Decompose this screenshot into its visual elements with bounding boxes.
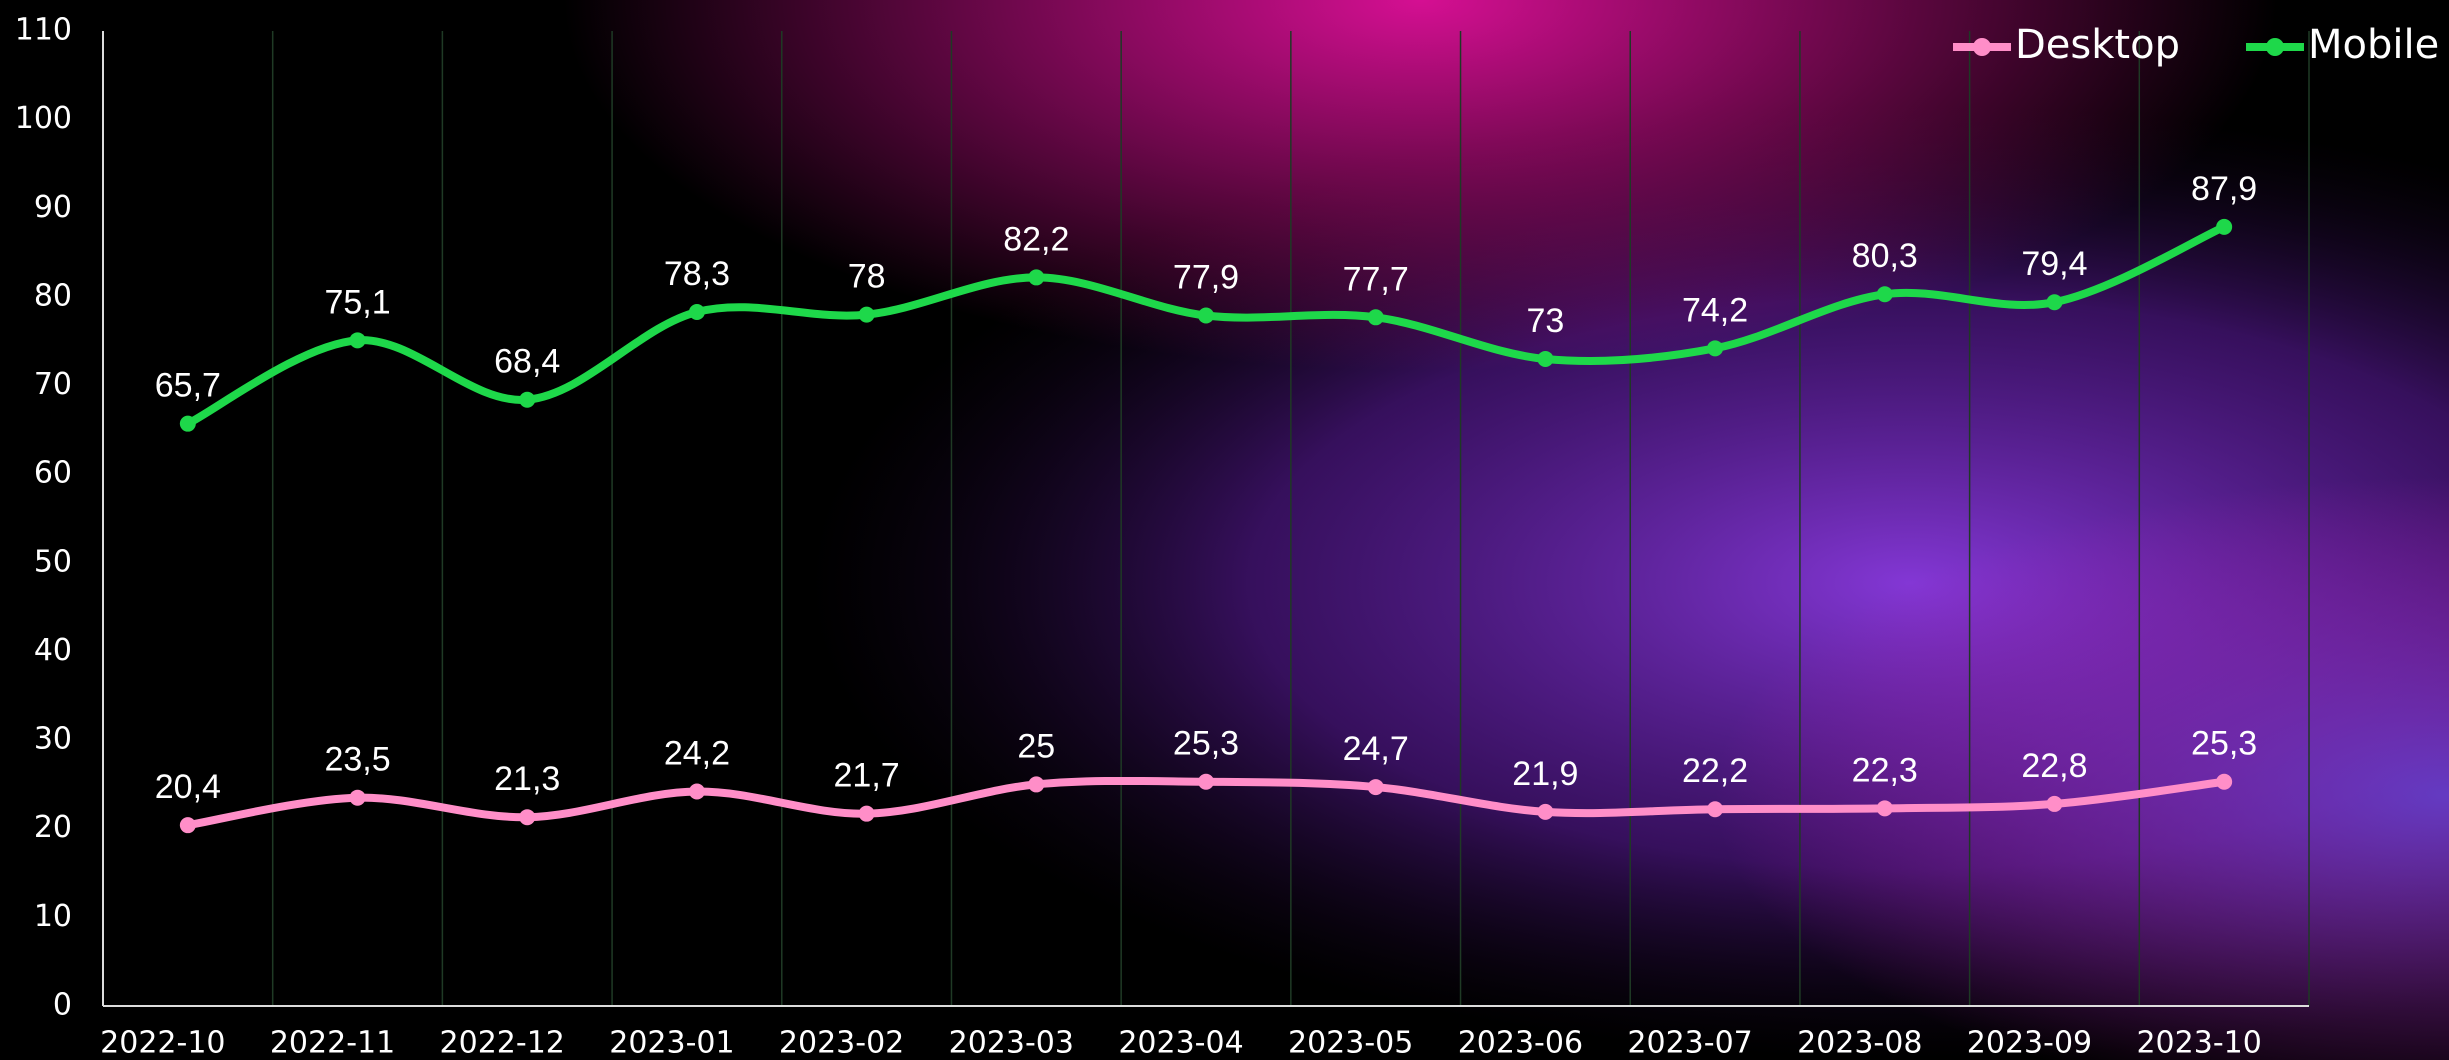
data-label: 75,1 [324, 283, 390, 321]
data-label: 24,7 [1343, 730, 1409, 768]
point [2046, 294, 2062, 310]
point [2216, 219, 2232, 235]
point [519, 809, 535, 825]
y-tick-label: 90 [34, 190, 72, 225]
data-label: 77,7 [1343, 260, 1409, 298]
y-tick-label: 100 [15, 101, 72, 136]
background-glow [0, 0, 2449, 1060]
point [1368, 309, 1384, 325]
data-label: 25,3 [1173, 725, 1239, 763]
point [180, 817, 196, 833]
point [859, 806, 875, 822]
x-tick-label: 2023-04 [1118, 1026, 1243, 1060]
data-label: 77,9 [1173, 259, 1239, 297]
point [1028, 269, 1044, 285]
y-tick-label: 0 [53, 988, 72, 1023]
y-tick-label: 60 [34, 456, 72, 491]
point [519, 392, 535, 408]
point [1028, 776, 1044, 792]
data-label: 25 [1017, 727, 1055, 765]
data-label: 68,4 [494, 343, 560, 381]
point [859, 307, 875, 323]
data-label: 22,8 [2021, 747, 2087, 785]
point [1198, 774, 1214, 790]
data-label: 78 [848, 258, 886, 296]
point [1707, 801, 1723, 817]
point [1877, 800, 1893, 816]
data-label: 22,3 [1852, 751, 1918, 789]
point [1537, 351, 1553, 367]
point [1198, 308, 1214, 324]
x-tick-label: 2023-02 [779, 1026, 904, 1060]
point [2216, 774, 2232, 790]
point [1368, 779, 1384, 795]
data-label: 22,2 [1682, 752, 1748, 790]
data-label: 80,3 [1852, 237, 1918, 275]
legend-swatch-marker [2266, 38, 2284, 56]
y-tick-label: 50 [34, 544, 72, 579]
point [2046, 796, 2062, 812]
x-tick-label: 2023-01 [609, 1026, 734, 1060]
data-label: 74,2 [1682, 291, 1748, 329]
x-tick-label: 2022-12 [440, 1026, 565, 1060]
data-label: 20,4 [155, 768, 221, 806]
y-tick-label: 80 [34, 278, 72, 313]
data-label: 21,9 [1512, 755, 1578, 793]
legend-label: Mobile [2308, 22, 2439, 68]
y-tick-label: 110 [15, 13, 72, 48]
data-label: 21,3 [494, 760, 560, 798]
data-label: 25,3 [2191, 725, 2257, 763]
x-tick-label: 2022-11 [270, 1026, 395, 1060]
x-tick-label: 2023-10 [2136, 1026, 2261, 1060]
data-label: 73 [1526, 302, 1564, 340]
point [350, 332, 366, 348]
x-tick-label: 2022-10 [100, 1026, 225, 1060]
point [689, 784, 705, 800]
y-tick-label: 70 [34, 367, 72, 402]
x-tick-label: 2023-06 [1458, 1026, 1583, 1060]
chart: 0 10 20 30 40 50 60 70 80 90 100 110 2022-10 2022-11 2… [0, 0, 2449, 1060]
y-tick-label: 30 [34, 722, 72, 757]
x-tick-label: 2023-05 [1288, 1026, 1413, 1060]
point [1877, 286, 1893, 302]
x-tick-label: 2023-07 [1627, 1026, 1752, 1060]
y-tick-label: 40 [34, 633, 72, 668]
data-label: 78,3 [664, 255, 730, 293]
x-tick-label: 2023-09 [1967, 1026, 2092, 1060]
data-label: 82,2 [1003, 220, 1069, 258]
point [1707, 340, 1723, 356]
legend-label: Desktop [2015, 22, 2180, 68]
data-label: 79,4 [2021, 245, 2087, 283]
point [1537, 804, 1553, 820]
data-label: 21,7 [834, 757, 900, 795]
x-tick-label: 2023-03 [949, 1026, 1074, 1060]
data-label: 24,2 [664, 734, 730, 772]
data-label: 65,7 [155, 367, 221, 405]
point [180, 416, 196, 432]
data-label: 23,5 [324, 741, 390, 779]
y-tick-label: 10 [34, 899, 72, 934]
point [689, 304, 705, 320]
data-label: 87,9 [2191, 170, 2257, 208]
x-tick-label: 2023-08 [1797, 1026, 1922, 1060]
point [350, 790, 366, 806]
y-tick-label: 20 [34, 810, 72, 845]
legend-swatch-marker [1973, 38, 1991, 56]
